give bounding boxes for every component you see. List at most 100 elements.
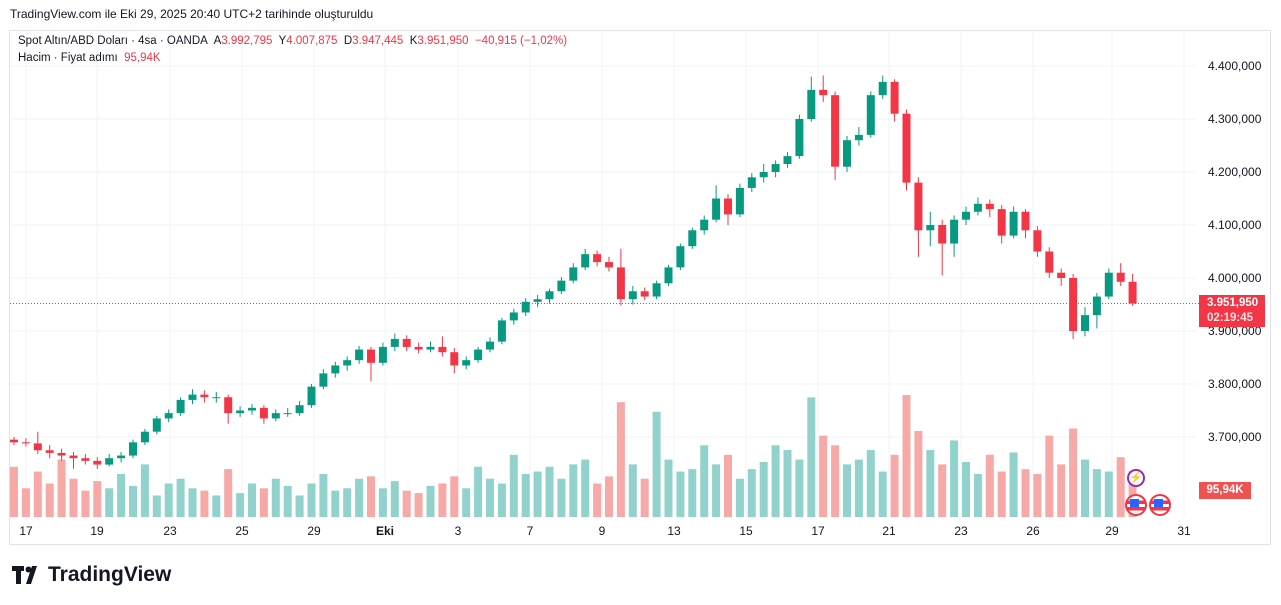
volume-bar xyxy=(747,469,756,517)
volume-bar xyxy=(248,483,256,517)
volume-bar xyxy=(557,478,566,517)
volume-bar xyxy=(1069,428,1078,517)
low-label: D xyxy=(343,35,353,47)
created-caption: TradingView.com ile Eki 29, 2025 20:40 U… xyxy=(10,7,374,21)
volume-bar xyxy=(117,473,126,517)
candle-body xyxy=(390,338,399,347)
candle-body xyxy=(1045,251,1054,273)
candle-body xyxy=(938,225,947,244)
volume-bar xyxy=(521,473,530,517)
candle-body xyxy=(628,291,637,300)
volume-bar xyxy=(866,450,875,517)
volume-bar xyxy=(438,483,447,517)
volume-bar xyxy=(319,473,328,517)
volume-bar xyxy=(985,454,994,517)
volume-bar xyxy=(533,471,542,517)
time-tick-label: 17 xyxy=(811,524,825,538)
last-price-badge: 3.951,950 02:19:45 xyxy=(1199,295,1265,327)
candle-body xyxy=(509,312,518,321)
volume-bar xyxy=(902,395,911,517)
legend-volume: Hacim · Fiyat adımı 95,94K xyxy=(18,52,161,64)
candle-body xyxy=(414,346,423,350)
volume-bar xyxy=(795,459,804,517)
price-tick-label: 4.300,000 xyxy=(1208,112,1262,126)
volume-bar xyxy=(688,469,697,517)
candle-body xyxy=(843,140,851,167)
volume-bar xyxy=(712,464,721,517)
candle-body xyxy=(57,452,66,456)
candle-body xyxy=(283,413,292,415)
candle-body xyxy=(271,413,280,419)
candle-body xyxy=(676,246,685,268)
candle-body xyxy=(1057,272,1066,278)
volume-bar xyxy=(1081,459,1089,517)
volume-badge: 95,94K xyxy=(1199,482,1251,499)
time-tick-label: 9 xyxy=(599,524,606,538)
volume-bar xyxy=(474,466,483,517)
volume-bar xyxy=(450,476,459,517)
volume-bar xyxy=(545,466,554,517)
candle-body xyxy=(438,346,447,353)
time-tick-label: 31 xyxy=(1177,524,1191,538)
open-label: A xyxy=(213,35,222,47)
candle-body xyxy=(236,410,245,414)
volume-bar xyxy=(93,481,102,517)
candle-body xyxy=(69,455,78,459)
bar-countdown: 02:19:45 xyxy=(1207,312,1254,324)
candle-body xyxy=(93,460,102,465)
candle-body xyxy=(831,95,840,167)
candle-body xyxy=(878,81,887,96)
volume-bar xyxy=(414,493,423,517)
candle-body xyxy=(378,346,387,363)
candle-body xyxy=(1021,211,1030,231)
volume-bar xyxy=(950,440,959,517)
candle-body xyxy=(1128,281,1137,304)
time-tick-label: 26 xyxy=(1026,524,1040,538)
candle-body xyxy=(10,439,18,443)
candle-body xyxy=(973,203,982,212)
candle-body xyxy=(545,291,554,300)
candle-body xyxy=(819,89,828,96)
candle-body xyxy=(724,198,732,215)
candle-body xyxy=(652,283,661,297)
candle-body xyxy=(176,399,185,414)
volume-bar xyxy=(343,488,352,517)
candle-body xyxy=(533,299,542,302)
volume-bar xyxy=(81,490,90,517)
volume-bar xyxy=(10,466,18,517)
lightning-event-icon[interactable]: ⚡ xyxy=(1127,469,1145,487)
candle-body xyxy=(759,172,768,178)
us-flag-event-icon[interactable] xyxy=(1149,494,1171,516)
candle-body xyxy=(295,405,304,414)
volume-bar xyxy=(973,473,982,517)
candle-body xyxy=(1009,211,1018,236)
volume-bar xyxy=(57,459,66,517)
chart-pane[interactable] xyxy=(9,30,1271,545)
volume-bar xyxy=(819,435,828,517)
volume-bar xyxy=(212,495,221,517)
volume-bar xyxy=(1057,464,1066,517)
time-tick-label: 23 xyxy=(163,524,177,538)
candle-body xyxy=(747,177,756,188)
candle-body xyxy=(700,219,709,231)
volume-bar xyxy=(69,478,78,517)
candle-body xyxy=(664,267,673,284)
time-tick-label: 17 xyxy=(19,524,33,538)
candles xyxy=(10,75,1137,469)
volume-bar xyxy=(926,450,935,517)
volume-bar xyxy=(271,478,280,517)
candle-body xyxy=(33,443,42,451)
candle-body xyxy=(1033,230,1042,252)
volume-bar xyxy=(188,488,197,517)
volume-bar xyxy=(140,464,149,517)
candle-body xyxy=(997,209,1006,236)
candle-body xyxy=(319,373,328,387)
candle-body xyxy=(771,164,780,172)
volume-bar xyxy=(426,485,435,517)
candle-body xyxy=(259,407,268,419)
volume-bar xyxy=(497,483,506,517)
volume-bar xyxy=(164,483,173,517)
us-flag-event-icon[interactable] xyxy=(1125,494,1147,516)
change-value: −40,915 (−1,02%) xyxy=(474,35,568,47)
